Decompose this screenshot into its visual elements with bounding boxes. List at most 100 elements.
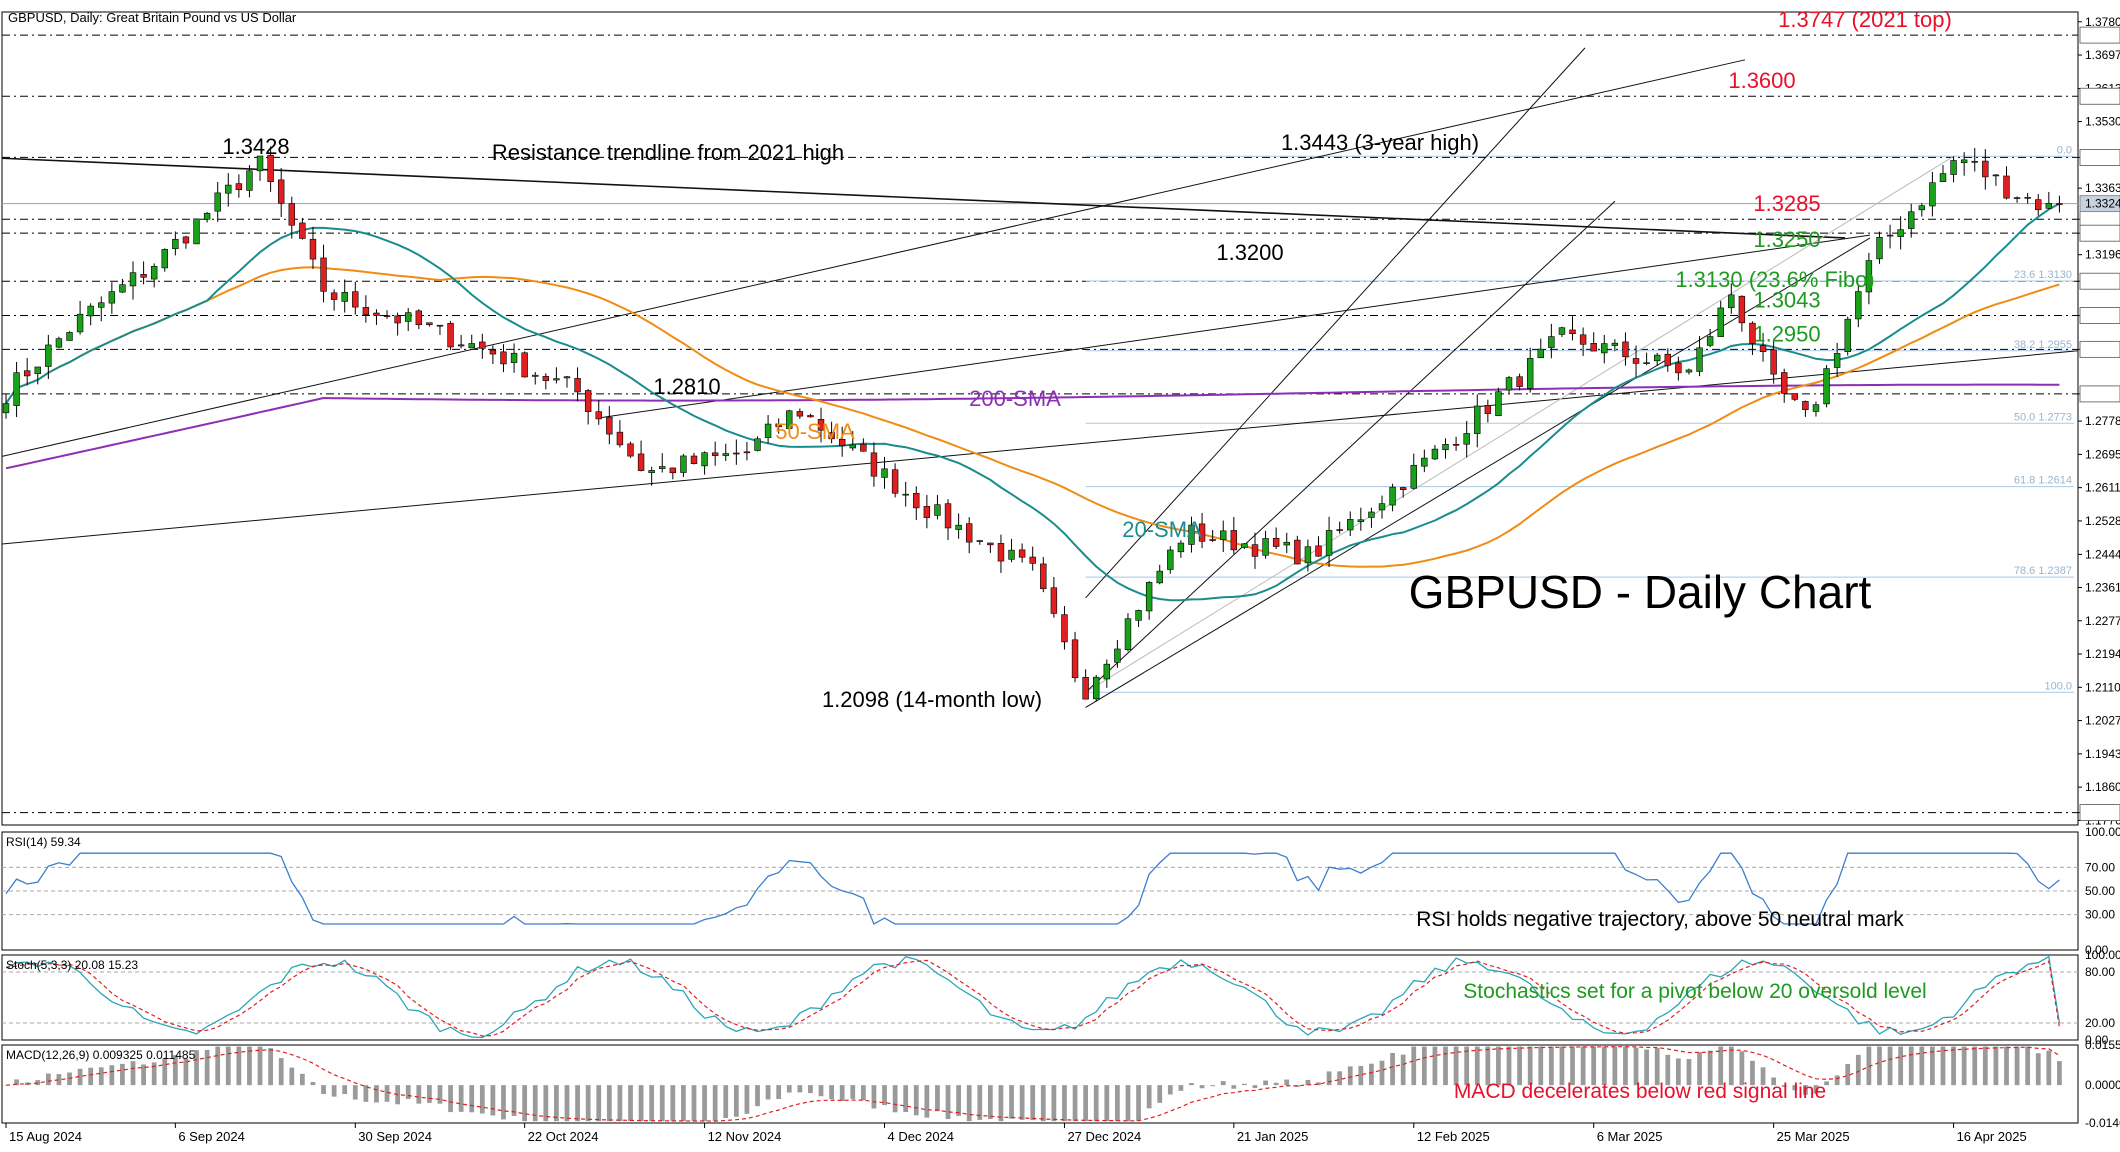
- candle: [902, 481, 909, 507]
- candle: [1812, 401, 1820, 417]
- candle: [98, 296, 105, 322]
- candle: [913, 486, 920, 520]
- candle: [76, 301, 84, 335]
- candle: [1421, 449, 1428, 473]
- candle: [309, 226, 317, 269]
- candle-body: [1399, 487, 1407, 490]
- candle-body: [1685, 369, 1693, 373]
- candle: [1738, 295, 1746, 332]
- candle-body: [1135, 610, 1142, 621]
- candle-body: [1198, 523, 1206, 542]
- candle: [2056, 195, 2063, 213]
- candle-body: [553, 378, 560, 381]
- candle-body: [1918, 205, 1926, 211]
- candle: [2035, 194, 2042, 216]
- candle-body: [754, 438, 761, 451]
- candle: [584, 389, 592, 425]
- candle: [373, 309, 380, 325]
- stoch-y-tick-0: 100.00: [2085, 948, 2120, 962]
- candle-body: [902, 493, 909, 496]
- y-tick-label-15: 1.26115: [2085, 481, 2120, 495]
- candle-body: [913, 493, 920, 509]
- candle: [405, 307, 412, 331]
- label-resistance-trendline: Resistance trendline from 2021 high: [492, 140, 844, 165]
- macd-panel-frame: [1, 1044, 2079, 1124]
- candle: [1410, 453, 1417, 490]
- candle: [1749, 321, 1756, 356]
- candle-body: [193, 218, 200, 245]
- candle-body: [1474, 405, 1481, 434]
- candle-body: [1167, 549, 1174, 570]
- y-tick-label-5: 1.33630: [2085, 181, 2120, 195]
- candle-body: [299, 222, 306, 239]
- candle: [13, 361, 20, 418]
- candle-body: [1569, 329, 1576, 335]
- candle-body: [1442, 444, 1449, 451]
- candle: [1368, 507, 1375, 528]
- candle-body: [34, 366, 41, 375]
- candle-body: [1262, 538, 1269, 556]
- candle: [468, 334, 475, 349]
- candle-body: [764, 423, 772, 438]
- candle: [383, 310, 391, 319]
- candle: [129, 261, 137, 300]
- candle-body: [1717, 307, 1724, 337]
- macd-y-tick-1: 0.000000: [2085, 1078, 2120, 1092]
- candle-body: [489, 349, 497, 355]
- stoch-annotation: Stochastics set for a pivot below 20 ove…: [1463, 980, 1926, 1003]
- candle: [1548, 323, 1555, 359]
- candle: [1675, 356, 1682, 381]
- candle-body: [775, 423, 782, 428]
- candle: [1262, 530, 1269, 559]
- candle-body: [1865, 260, 1873, 293]
- candle: [1336, 521, 1343, 534]
- candle-body: [1590, 343, 1597, 352]
- candle-body: [1156, 570, 1163, 584]
- candle-body: [341, 291, 348, 302]
- candle-body: [1601, 343, 1608, 354]
- candle-body: [246, 170, 253, 191]
- candle: [45, 334, 52, 380]
- label-20-sma: 20-SMA: [1122, 517, 1202, 542]
- candle-body: [1082, 676, 1089, 700]
- rsi-title: RSI(14) 59.34: [6, 835, 81, 849]
- candle-body: [1505, 377, 1513, 391]
- candle: [457, 335, 465, 349]
- candle: [1950, 156, 1957, 183]
- candle: [1802, 400, 1809, 417]
- candle-body: [574, 378, 581, 393]
- candle-body: [891, 469, 899, 494]
- fibo-label-1: 23.6 1.3130: [2014, 269, 2072, 281]
- candle: [299, 217, 306, 240]
- candle: [1283, 532, 1290, 554]
- candle: [1272, 527, 1280, 550]
- x-tick-label-1: 6 Sep 2024: [178, 1129, 245, 1144]
- candle: [267, 146, 274, 192]
- candle: [1706, 328, 1714, 348]
- candle: [1791, 393, 1799, 402]
- candle-body: [1696, 347, 1703, 372]
- candle: [256, 155, 264, 181]
- candle-body: [563, 376, 571, 379]
- candle: [1579, 327, 1587, 356]
- candle: [838, 426, 846, 457]
- candle-body: [1812, 404, 1820, 412]
- candle: [1759, 332, 1767, 362]
- candle: [1537, 338, 1544, 359]
- candle-body: [944, 503, 952, 529]
- level-label-3: 1.3250: [1753, 227, 1820, 252]
- level-label-1: 1.3600: [1728, 68, 1795, 93]
- rsi-y-tick-4: 0.00: [2085, 943, 2109, 957]
- y-tick-label-16: 1.25280: [2085, 514, 2120, 528]
- candle-body: [1855, 291, 1862, 320]
- candle: [754, 436, 761, 452]
- candle: [944, 499, 952, 540]
- candle: [1145, 581, 1153, 620]
- candle-body: [1706, 336, 1714, 346]
- candle-body: [1378, 503, 1386, 511]
- candle: [2024, 192, 2031, 204]
- upper-long-trendline: [1, 59, 1746, 457]
- candle: [1569, 316, 1576, 341]
- candle-body: [838, 438, 846, 446]
